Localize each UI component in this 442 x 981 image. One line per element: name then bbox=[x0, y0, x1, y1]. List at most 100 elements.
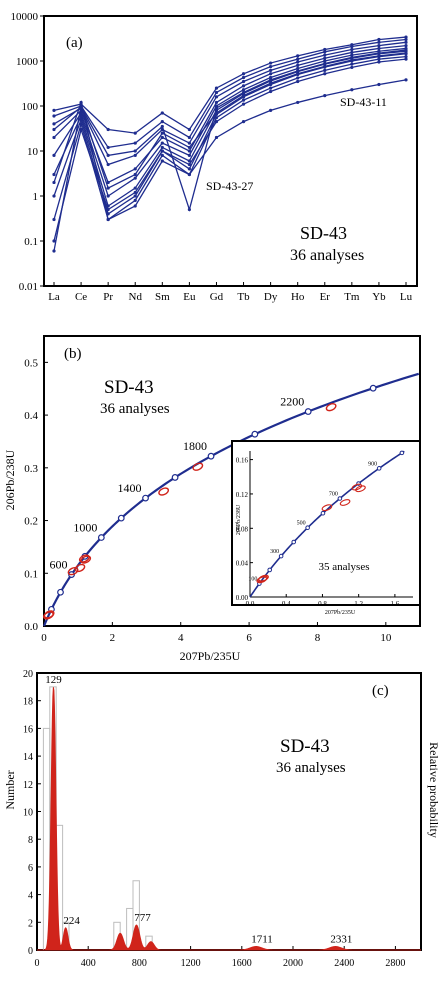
panel-a-xtick-label: Sm bbox=[155, 291, 170, 303]
panel-c-ytick-label: 12 bbox=[23, 780, 33, 791]
panel-b-concordia: (b) 0.0 0.1 0.2 0.3 0.4 0.5 0 2 4 6 8 10 207Pb/235… bbox=[3, 335, 421, 663]
annotation-sd-43-11: SD-43-11 bbox=[340, 95, 387, 109]
ree-data-point bbox=[241, 88, 246, 92]
panel-c-title: SD-43 bbox=[280, 736, 330, 757]
analysis-ellipse bbox=[158, 487, 170, 496]
inset-ylabel: 206Pb/238U bbox=[236, 504, 242, 535]
ree-data-point bbox=[241, 98, 246, 102]
ree-data-point bbox=[187, 149, 191, 153]
panel-c-ytick-label: 6 bbox=[28, 863, 33, 874]
concordia-age-marker bbox=[369, 384, 377, 392]
panel-a-xtick-label: La bbox=[48, 291, 60, 303]
ree-data-point bbox=[133, 131, 137, 135]
inset-age-label: 100 bbox=[248, 577, 257, 583]
panel-a-xtick-label: Tb bbox=[237, 291, 250, 303]
inset-ytick-label: 0.16 bbox=[236, 457, 249, 465]
ree-data-point bbox=[377, 57, 381, 61]
ree-data-point bbox=[52, 239, 56, 243]
ree-data-point bbox=[404, 55, 408, 59]
ree-data-point bbox=[133, 198, 137, 202]
ree-data-point bbox=[214, 120, 219, 124]
panel-c-frame bbox=[36, 672, 422, 951]
panel-a-ytick-label: 0.01 bbox=[19, 281, 38, 293]
panel-c-xtick-label: 2400 bbox=[334, 958, 354, 969]
panel-c-ylabel: Number bbox=[3, 770, 17, 809]
inset-xtick-label: 1.2 bbox=[354, 600, 363, 608]
ree-data-point bbox=[323, 47, 327, 52]
panel-b-xlabel: 207Pb/235U bbox=[180, 649, 241, 663]
ree-data-point bbox=[296, 57, 300, 61]
concordia-age-marker bbox=[171, 474, 179, 481]
ree-data-point bbox=[377, 54, 381, 58]
panel-a-xtick-label: Eu bbox=[183, 291, 196, 303]
ree-data-point bbox=[187, 162, 191, 167]
ree-data-point bbox=[160, 131, 164, 135]
panel-c-ytick-label: 16 bbox=[23, 724, 33, 735]
ree-data-point bbox=[106, 145, 110, 150]
ree-data-point bbox=[133, 149, 137, 153]
ree-data-point bbox=[296, 63, 300, 67]
inset-age-marker bbox=[399, 450, 405, 456]
ree-data-point bbox=[106, 153, 110, 157]
panel-a-xtick-label: Dy bbox=[264, 291, 278, 303]
ree-series-line bbox=[53, 38, 407, 149]
ree-data-point bbox=[160, 159, 164, 163]
ree-data-point bbox=[377, 43, 381, 48]
ree-data-point bbox=[52, 153, 56, 157]
ree-data-point bbox=[187, 153, 191, 157]
ree-data-point bbox=[214, 95, 219, 99]
ree-series-line bbox=[53, 44, 407, 184]
panel-c-xtick-label: 2800 bbox=[385, 958, 405, 969]
ree-data-point bbox=[214, 106, 219, 110]
ree-data-point bbox=[350, 65, 354, 70]
panel-a-xtick-label: Tm bbox=[344, 291, 360, 303]
peak-age-label: 2331 bbox=[330, 934, 352, 946]
ree-data-point bbox=[323, 72, 327, 76]
ree-data-point bbox=[323, 59, 327, 63]
panel-a-xtick-label: Ce bbox=[75, 291, 87, 303]
ree-series-line bbox=[53, 47, 407, 198]
ree-data-point bbox=[296, 100, 300, 105]
concordia-age-marker bbox=[142, 494, 149, 502]
ree-series-line bbox=[53, 36, 407, 134]
ree-data-point bbox=[79, 114, 83, 118]
ree-data-point bbox=[79, 100, 83, 105]
ree-data-point bbox=[106, 194, 110, 198]
panel-b-xtick-label: 10 bbox=[380, 632, 392, 644]
ree-series-line bbox=[53, 52, 407, 252]
panel-b-ytick-label: 0.5 bbox=[24, 357, 38, 369]
panel-a-xtick-label: Pr bbox=[103, 291, 113, 303]
inset-age-label: 500 bbox=[297, 521, 306, 527]
panel-c-ytick-label: 0 bbox=[28, 946, 33, 957]
ree-data-point bbox=[350, 55, 354, 60]
ree-data-point bbox=[350, 53, 354, 57]
ree-data-point bbox=[52, 114, 56, 118]
ree-data-point bbox=[241, 90, 246, 95]
concordia-age-marker bbox=[207, 452, 215, 460]
inset-frame bbox=[231, 440, 421, 606]
ree-data-point bbox=[377, 51, 381, 55]
panel-a-label: (a) bbox=[66, 35, 83, 51]
ree-series-line bbox=[53, 79, 407, 221]
panel-b-xtick-label: 4 bbox=[178, 632, 184, 644]
analysis-ellipse bbox=[80, 555, 92, 564]
ree-data-point bbox=[404, 35, 408, 39]
panel-c-ytick-label: 14 bbox=[23, 752, 33, 763]
concordia-age-marker bbox=[304, 408, 312, 415]
ree-data-point bbox=[323, 64, 327, 68]
panel-c-ytick-label: 10 bbox=[23, 808, 33, 819]
ree-data-point bbox=[187, 145, 191, 150]
ree-data-point bbox=[269, 86, 273, 90]
ree-data-point bbox=[296, 69, 300, 73]
ree-series-line bbox=[53, 55, 407, 221]
ree-data-point bbox=[404, 40, 408, 44]
panel-c-ytick-label: 2 bbox=[28, 918, 33, 929]
ree-data-point bbox=[296, 79, 300, 84]
ree-data-point bbox=[323, 56, 327, 60]
ree-data-point bbox=[404, 48, 408, 52]
ree-data-point bbox=[187, 167, 191, 171]
panel-c-ytick-label: 18 bbox=[23, 697, 33, 708]
inset-analysis-ellipse bbox=[321, 504, 333, 512]
ree-data-point bbox=[79, 127, 83, 132]
ree-data-point bbox=[133, 190, 137, 195]
